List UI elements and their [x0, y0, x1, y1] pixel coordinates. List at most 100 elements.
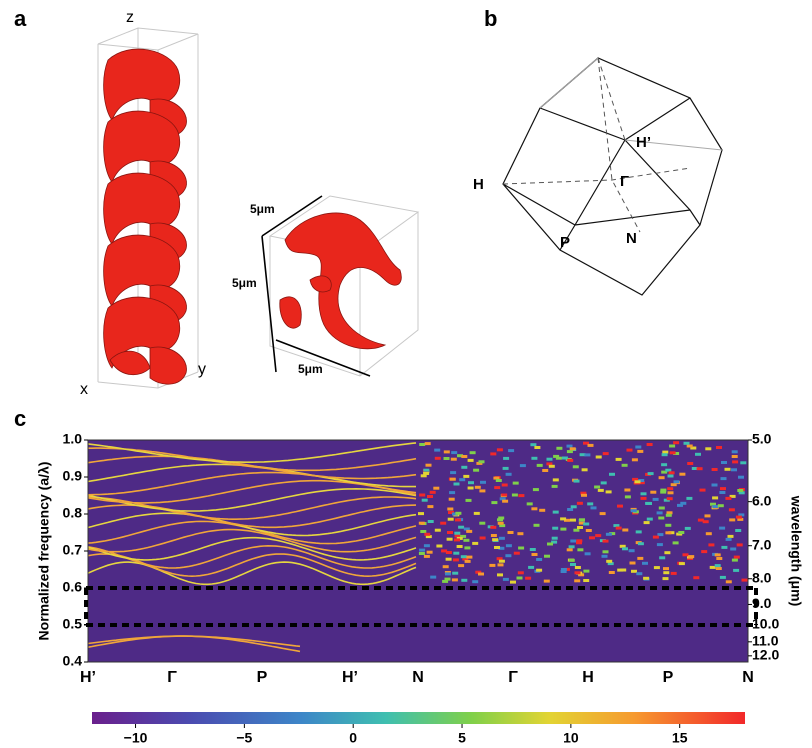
heat-speck	[622, 547, 628, 550]
heat-speck	[671, 483, 677, 486]
heat-speck	[463, 539, 469, 542]
heat-speck	[450, 471, 456, 474]
heat-speck	[447, 531, 453, 534]
heat-speck	[498, 517, 504, 520]
heat-speck	[584, 453, 590, 456]
heat-speck	[427, 551, 433, 554]
heat-speck	[581, 494, 587, 497]
heat-speck	[502, 500, 508, 503]
heat-speck	[539, 509, 545, 512]
heat-speck	[447, 508, 453, 511]
heat-speck	[576, 539, 582, 542]
y-axis-label: Normalized frequency (a/λ)	[36, 462, 52, 641]
heat-speck	[498, 563, 504, 566]
heat-speck	[603, 540, 609, 543]
heat-speck	[603, 550, 609, 553]
heat-speck	[426, 464, 432, 467]
heat-speck	[573, 465, 579, 468]
heat-speck	[443, 565, 449, 568]
heat-speck	[645, 502, 651, 505]
heat-speck	[589, 536, 595, 539]
heat-speck	[647, 443, 653, 446]
heat-speck	[583, 523, 589, 526]
heat-speck	[616, 458, 622, 461]
heat-speck	[544, 580, 550, 583]
heat-speck	[577, 548, 583, 551]
heat-speck	[420, 530, 426, 533]
heat-speck	[598, 489, 604, 492]
heat-speck	[728, 535, 734, 538]
heat-speck	[596, 456, 602, 459]
heat-speck	[720, 487, 726, 490]
heat-speck	[534, 446, 540, 449]
heat-speck	[494, 546, 500, 549]
heat-speck	[679, 562, 685, 565]
heat-speck	[740, 461, 746, 464]
heat-speck	[567, 450, 573, 453]
x-tick-label: N	[412, 669, 424, 686]
panel-label: a	[14, 6, 27, 31]
heat-speck	[729, 508, 735, 511]
heat-speck	[497, 448, 503, 451]
heat-speck	[436, 545, 442, 548]
heat-speck	[419, 522, 425, 525]
dimension-label: 5μm	[250, 202, 275, 216]
heat-speck	[735, 529, 741, 532]
colorbar-tick-label: 15	[672, 730, 688, 746]
y-tick-label: 0.8	[63, 505, 83, 521]
structure-column	[98, 28, 198, 388]
heat-speck	[517, 532, 523, 535]
heat-speck	[479, 489, 485, 492]
colorbar-tick-label: −10	[124, 730, 148, 746]
y2-tick-label: 5.0	[752, 431, 772, 447]
heat-speck	[419, 549, 425, 552]
unit-cell	[262, 196, 418, 376]
heat-speck	[734, 556, 740, 559]
heat-speck	[647, 518, 653, 521]
heat-speck	[737, 489, 743, 492]
heat-speck	[468, 487, 474, 490]
heat-speck	[453, 552, 459, 555]
heat-speck	[609, 571, 615, 574]
heat-speck	[424, 544, 430, 547]
heat-speck	[636, 572, 642, 575]
heat-speck	[574, 480, 580, 483]
heat-speck	[659, 556, 665, 559]
heat-speck	[721, 546, 727, 549]
heat-speck	[687, 462, 693, 465]
heat-speck	[455, 518, 461, 521]
heat-speck	[708, 543, 714, 546]
heat-speck	[475, 486, 481, 489]
y2-axis-label: wavelength (μm)	[788, 495, 804, 606]
y-tick-label: 0.9	[63, 468, 83, 484]
heat-speck	[506, 473, 512, 476]
heat-speck	[427, 495, 433, 498]
heat-speck	[721, 461, 727, 464]
heat-speck	[719, 491, 725, 494]
heat-speck	[556, 447, 562, 450]
heat-speck	[494, 486, 500, 489]
heat-speck	[586, 529, 592, 532]
heat-speck	[583, 570, 589, 573]
heat-speck	[454, 483, 460, 486]
heat-speck	[630, 562, 636, 565]
x-tick-label: Γ	[508, 669, 518, 686]
heat-speck	[570, 563, 576, 566]
heat-speck	[721, 477, 727, 480]
heat-speck	[577, 502, 583, 505]
x-tick-label: H	[582, 669, 594, 686]
heat-speck	[447, 538, 453, 541]
heat-speck	[678, 531, 684, 534]
heat-speck	[582, 468, 588, 471]
heat-speck	[716, 557, 722, 560]
heat-speck	[537, 464, 543, 467]
heat-speck	[531, 507, 537, 510]
heat-speck	[658, 517, 664, 520]
heat-speck	[419, 552, 425, 555]
heat-speck	[552, 537, 558, 540]
heat-speck	[731, 468, 737, 471]
heat-speck	[643, 577, 649, 580]
heat-speck	[530, 443, 536, 446]
heat-speck	[695, 453, 701, 456]
bz-point: N	[626, 230, 637, 247]
